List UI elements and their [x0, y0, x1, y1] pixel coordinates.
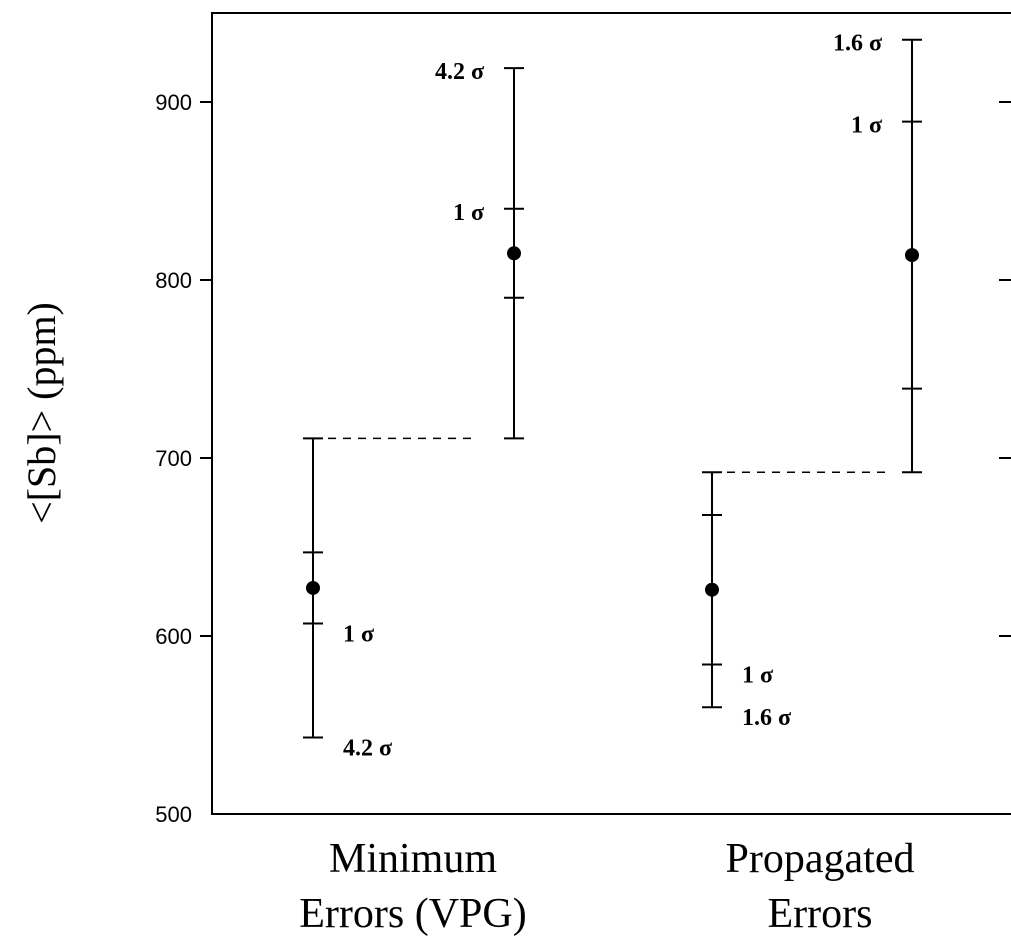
y-tick-label: 500 — [155, 802, 192, 827]
sigma-label: 4.2 σ — [435, 59, 484, 85]
category-label: Minimum — [329, 836, 497, 882]
y-tick-label: 800 — [155, 268, 192, 293]
y-tick-label: 600 — [155, 624, 192, 649]
y-tick-label: 700 — [155, 446, 192, 471]
data-point — [905, 248, 919, 263]
y-tick-label: 900 — [155, 90, 192, 115]
sigma-label: 1 σ — [742, 662, 773, 688]
sigma-label: 4.2 σ — [343, 735, 392, 761]
sigma-label: 1 σ — [851, 113, 882, 139]
data-point — [306, 580, 320, 595]
category-label: Errors — [768, 891, 873, 937]
sigma-label: 1 σ — [453, 200, 484, 226]
category-label: Propagated — [726, 836, 915, 882]
sigma-label: 1.6 σ — [742, 705, 791, 731]
plot-frame — [211, 12, 1011, 815]
category-label: Errors (VPG) — [299, 891, 526, 937]
data-point — [507, 246, 521, 261]
y-axis-title: <[Sb]> (ppm) — [19, 302, 64, 524]
data-point — [705, 582, 719, 597]
sigma-label: 1.6 σ — [833, 31, 882, 57]
sigma-label: 1 σ — [343, 622, 374, 648]
